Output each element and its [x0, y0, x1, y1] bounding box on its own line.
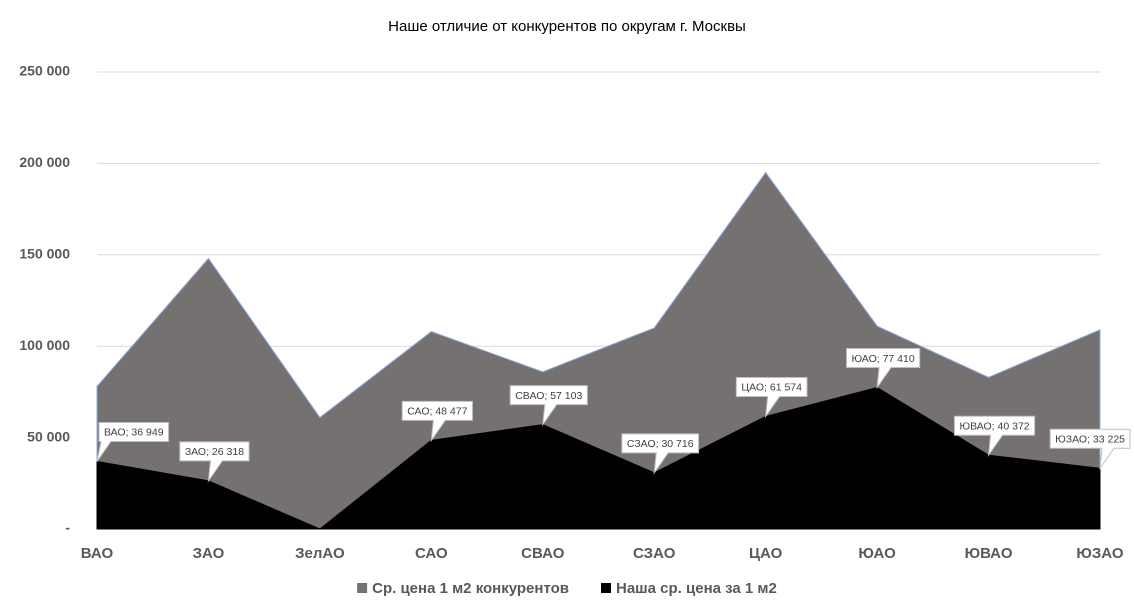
data-label-group: ЮВАО; 40 372: [953, 415, 1036, 458]
x-tick-label: СВАО: [521, 545, 565, 562]
data-label-group: ЦАО; 61 574: [735, 376, 808, 419]
y-tick-label: 150 000: [19, 246, 70, 262]
x-tick-label: ЗАО: [193, 545, 225, 562]
data-label: ЗАО; 26 318: [185, 446, 244, 458]
legend-swatch: [600, 583, 611, 593]
data-label-group: ВАО; 36 949: [96, 421, 170, 462]
data-label: ВАО; 36 949: [104, 427, 164, 439]
data-label: ЮЗАО; 33 225: [1055, 434, 1125, 446]
x-tick-label: САО: [415, 545, 448, 562]
legend-label: Наша ср. цена за 1 м2: [616, 580, 777, 597]
data-label-box: [621, 433, 700, 475]
data-label-group: ЮЗАО; 33 225: [1049, 428, 1131, 471]
y-tick-label: -: [65, 520, 70, 536]
chart-title: Наше отличие от конкурентов по округам г…: [388, 18, 746, 35]
data-label-group: ЗАО; 26 318: [179, 441, 250, 483]
x-tick-label: ЮЗАО: [1076, 545, 1124, 562]
data-label-box: [953, 415, 1036, 458]
legend-swatch: [357, 583, 368, 593]
data-label-group: САО; 48 477: [401, 400, 473, 443]
data-label-group: СЗАО; 30 716: [621, 433, 700, 475]
data-label-box: [735, 376, 808, 419]
data-label: СВАО; 57 103: [515, 390, 582, 402]
data-label-box: [509, 385, 588, 427]
y-tick-label: 200 000: [19, 154, 70, 170]
data-label-box: [401, 400, 473, 443]
x-tick-label: ЮАО: [858, 545, 896, 562]
x-tick-label: ВАО: [81, 545, 114, 562]
legend-label: Ср. цена 1 м2 конкурентов: [372, 580, 569, 597]
y-tick-label: 100 000: [19, 337, 70, 353]
data-label-box: [1049, 428, 1131, 471]
x-tick-label: ЦАО: [749, 545, 783, 562]
data-label: ЮАО; 77 410: [852, 353, 915, 365]
data-label: СЗАО; 30 716: [627, 438, 694, 450]
data-label-group: СВАО; 57 103: [509, 385, 588, 427]
data-label: ЮВАО; 40 372: [959, 420, 1029, 432]
data-label-group: ЮАО; 77 410: [846, 347, 921, 390]
data-label-box: [96, 421, 170, 462]
y-tick-label: 50 000: [27, 428, 70, 444]
data-label-box: [846, 347, 921, 390]
data-label: ЦАО; 61 574: [741, 382, 802, 394]
x-tick-label: СЗАО: [633, 545, 676, 562]
x-tick-label: ЗелАО: [295, 545, 345, 562]
data-label: САО; 48 477: [407, 406, 467, 418]
y-tick-label: 250 000: [19, 63, 70, 79]
x-tick-label: ЮВАО: [965, 545, 1013, 562]
data-label-box: [179, 441, 250, 483]
